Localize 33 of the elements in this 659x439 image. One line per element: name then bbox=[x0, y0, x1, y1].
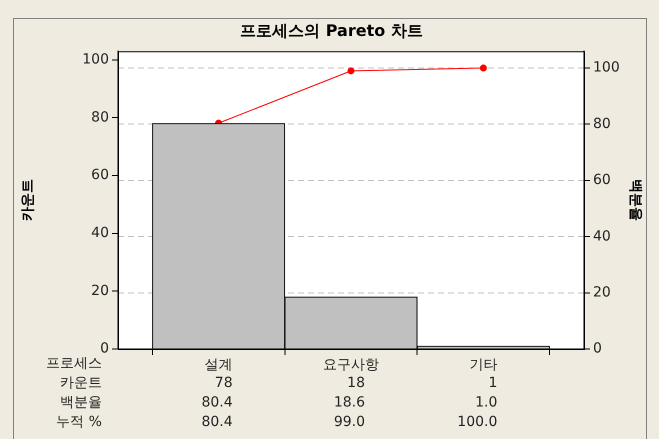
y-tick-label: 20 bbox=[91, 282, 109, 299]
x-tick-label: 설계 bbox=[204, 357, 233, 374]
text: 80.4 bbox=[201, 394, 233, 411]
point bbox=[480, 64, 487, 72]
data-label: 1 bbox=[488, 375, 498, 392]
x-tick-label: 기타 bbox=[469, 357, 498, 374]
y2-tick-label: 0 bbox=[593, 340, 602, 357]
y-tick-label: 100 bbox=[82, 52, 109, 68]
x-axis-title: 프로세스 bbox=[46, 356, 102, 372]
y2-axis-title: 백분율 bbox=[627, 179, 644, 222]
text: 18.6 bbox=[334, 394, 366, 411]
text: 누적 % bbox=[56, 414, 102, 430]
text: 카운트 bbox=[60, 375, 102, 392]
text: 1.0 bbox=[475, 394, 498, 411]
data-label: 18 bbox=[347, 375, 365, 392]
y2-tick-label: 40 bbox=[593, 228, 611, 244]
chart-title: 프로세스의 Pareto 차트 bbox=[240, 20, 423, 40]
data-label: 99.0 bbox=[334, 414, 365, 430]
y-tick-label: 40 bbox=[91, 224, 109, 241]
y2-tick-label: 60 bbox=[593, 172, 611, 188]
data-label: 100.0 bbox=[457, 414, 498, 430]
y2-tick-label: 80 bbox=[593, 116, 611, 132]
y-tick-label: 60 bbox=[91, 167, 109, 184]
x-tick-label: 요구사항 bbox=[323, 357, 379, 374]
data-label: 78 bbox=[214, 375, 233, 392]
y2-tick-label: 20 bbox=[593, 284, 611, 300]
y-tick-label: 0 bbox=[100, 340, 109, 357]
y-axis-title: 카운트 bbox=[20, 179, 36, 222]
point bbox=[348, 67, 354, 74]
y-tick-label: 80 bbox=[91, 109, 109, 126]
data-label: 80.4 bbox=[201, 414, 233, 430]
y2-tick-label: 100 bbox=[593, 60, 620, 76]
text: 백분율 bbox=[60, 394, 102, 411]
